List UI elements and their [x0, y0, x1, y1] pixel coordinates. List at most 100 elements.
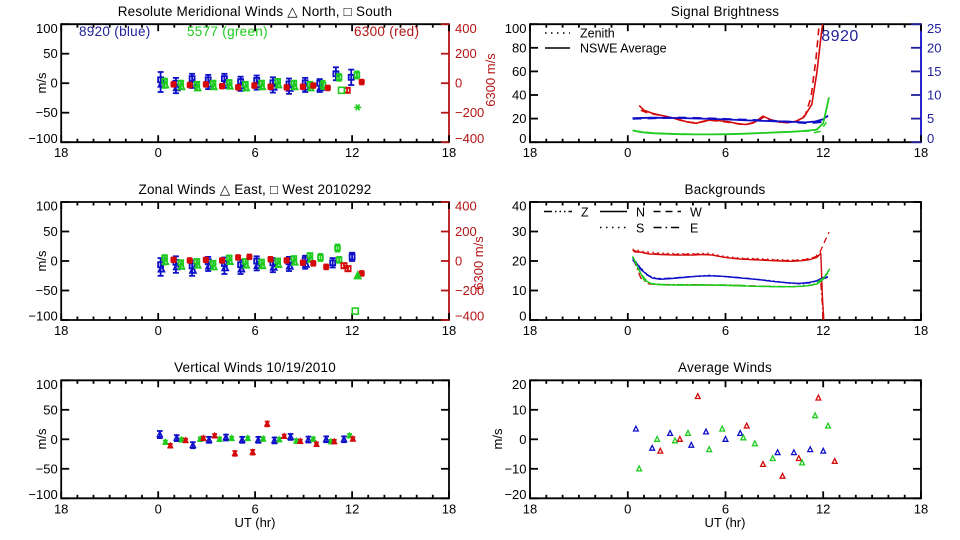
svg-text:−100: −100	[28, 309, 57, 324]
svg-text:Z: Z	[581, 206, 589, 220]
svg-text:40: 40	[512, 88, 526, 103]
svg-text:6300 m/s: 6300 m/s	[483, 53, 498, 107]
svg-text:Signal Brightness: Signal Brightness	[671, 4, 780, 19]
svg-text:0: 0	[624, 501, 631, 516]
svg-text:0: 0	[519, 432, 526, 447]
svg-text:12: 12	[345, 323, 359, 338]
svg-text:18: 18	[914, 145, 928, 160]
svg-text:20: 20	[512, 377, 526, 392]
svg-text:m/s: m/s	[34, 428, 49, 449]
svg-text:−10: −10	[504, 461, 526, 476]
svg-text:50: 50	[43, 46, 57, 61]
svg-text:5577 (green): 5577 (green)	[187, 24, 268, 39]
svg-text:50: 50	[43, 402, 57, 417]
svg-text:6: 6	[251, 323, 258, 338]
svg-text:18: 18	[54, 145, 68, 160]
svg-text:0: 0	[519, 131, 526, 146]
svg-text:18: 18	[523, 323, 537, 338]
svg-text:−200: −200	[455, 283, 484, 298]
svg-text:m/s: m/s	[490, 428, 505, 449]
svg-text:0: 0	[455, 254, 462, 269]
svg-text:0: 0	[155, 323, 162, 338]
svg-text:12: 12	[345, 501, 359, 516]
svg-text:100: 100	[36, 377, 58, 392]
svg-text:−100: −100	[28, 131, 57, 146]
svg-text:0: 0	[50, 76, 57, 91]
svg-text:m/s: m/s	[34, 72, 49, 93]
svg-text:25: 25	[927, 21, 941, 36]
svg-text:10: 10	[512, 402, 526, 417]
svg-text:20: 20	[927, 40, 941, 55]
svg-text:S: S	[636, 222, 644, 236]
svg-text:−400: −400	[455, 131, 484, 146]
svg-text:NSWE Average: NSWE Average	[580, 42, 667, 56]
svg-text:18: 18	[54, 323, 68, 338]
svg-text:10: 10	[512, 283, 526, 298]
svg-text:−50: −50	[36, 105, 58, 120]
svg-text:6: 6	[722, 501, 729, 516]
svg-text:12: 12	[816, 145, 830, 160]
svg-text:Resolute Meridional Winds △ No: Resolute Meridional Winds △ North, □ Sou…	[118, 4, 393, 19]
svg-text:−50: −50	[36, 283, 58, 298]
svg-text:0: 0	[155, 145, 162, 160]
svg-text:20: 20	[512, 111, 526, 126]
svg-text:18: 18	[914, 323, 928, 338]
svg-text:10: 10	[927, 88, 941, 103]
svg-text:6: 6	[722, 323, 729, 338]
svg-text:6: 6	[251, 501, 258, 516]
svg-text:0: 0	[519, 309, 526, 324]
svg-text:20: 20	[512, 254, 526, 269]
svg-text:18: 18	[442, 145, 456, 160]
svg-text:200: 200	[455, 224, 477, 239]
svg-text:8920: 8920	[821, 28, 859, 45]
svg-text:Zenith: Zenith	[580, 27, 615, 41]
svg-text:100: 100	[36, 21, 58, 36]
svg-text:W: W	[690, 206, 702, 220]
svg-text:Backgrounds: Backgrounds	[685, 182, 766, 197]
svg-text:0: 0	[155, 501, 162, 516]
svg-text:400: 400	[455, 199, 477, 214]
svg-text:18: 18	[442, 323, 456, 338]
svg-text:0: 0	[927, 131, 934, 146]
svg-text:400: 400	[455, 21, 477, 36]
svg-text:−50: −50	[36, 461, 58, 476]
svg-text:Vertical Winds 10/19/2010: Vertical Winds 10/19/2010	[174, 360, 336, 375]
svg-text:80: 80	[512, 40, 526, 55]
svg-text:12: 12	[345, 145, 359, 160]
svg-text:0: 0	[50, 254, 57, 269]
svg-text:m/s: m/s	[34, 250, 49, 271]
svg-text:6: 6	[251, 145, 258, 160]
svg-text:60: 60	[512, 64, 526, 79]
svg-text:100: 100	[505, 21, 527, 36]
svg-text:0: 0	[455, 76, 462, 91]
svg-text:−200: −200	[455, 105, 484, 120]
svg-text:0: 0	[624, 145, 631, 160]
svg-text:12: 12	[816, 323, 830, 338]
svg-text:0: 0	[50, 432, 57, 447]
svg-text:6: 6	[722, 145, 729, 160]
svg-text:N: N	[636, 206, 645, 220]
svg-text:18: 18	[54, 501, 68, 516]
svg-text:−100: −100	[28, 487, 57, 502]
svg-text:0: 0	[624, 323, 631, 338]
svg-text:−400: −400	[455, 309, 484, 324]
svg-text:200: 200	[455, 46, 477, 61]
svg-text:40: 40	[512, 199, 526, 214]
svg-text:18: 18	[523, 501, 537, 516]
svg-text:6300 (red): 6300 (red)	[354, 24, 419, 39]
svg-text:Average Winds: Average Winds	[678, 360, 772, 375]
svg-text:−20: −20	[504, 487, 526, 502]
svg-text:15: 15	[927, 64, 941, 79]
svg-text:Zonal Winds △ East, □ West 201: Zonal Winds △ East, □ West 2010292	[139, 182, 372, 197]
svg-text:18: 18	[523, 145, 537, 160]
svg-text:50: 50	[43, 224, 57, 239]
svg-text:8920 (blue): 8920 (blue)	[79, 24, 151, 39]
svg-text:6300 m/s: 6300 m/s	[471, 236, 486, 290]
svg-text:12: 12	[816, 501, 830, 516]
svg-text:E: E	[690, 222, 698, 236]
svg-text:100: 100	[36, 199, 58, 214]
svg-text:UT (hr): UT (hr)	[705, 515, 746, 530]
svg-text:18: 18	[914, 501, 928, 516]
svg-text:18: 18	[442, 501, 456, 516]
svg-text:30: 30	[512, 224, 526, 239]
